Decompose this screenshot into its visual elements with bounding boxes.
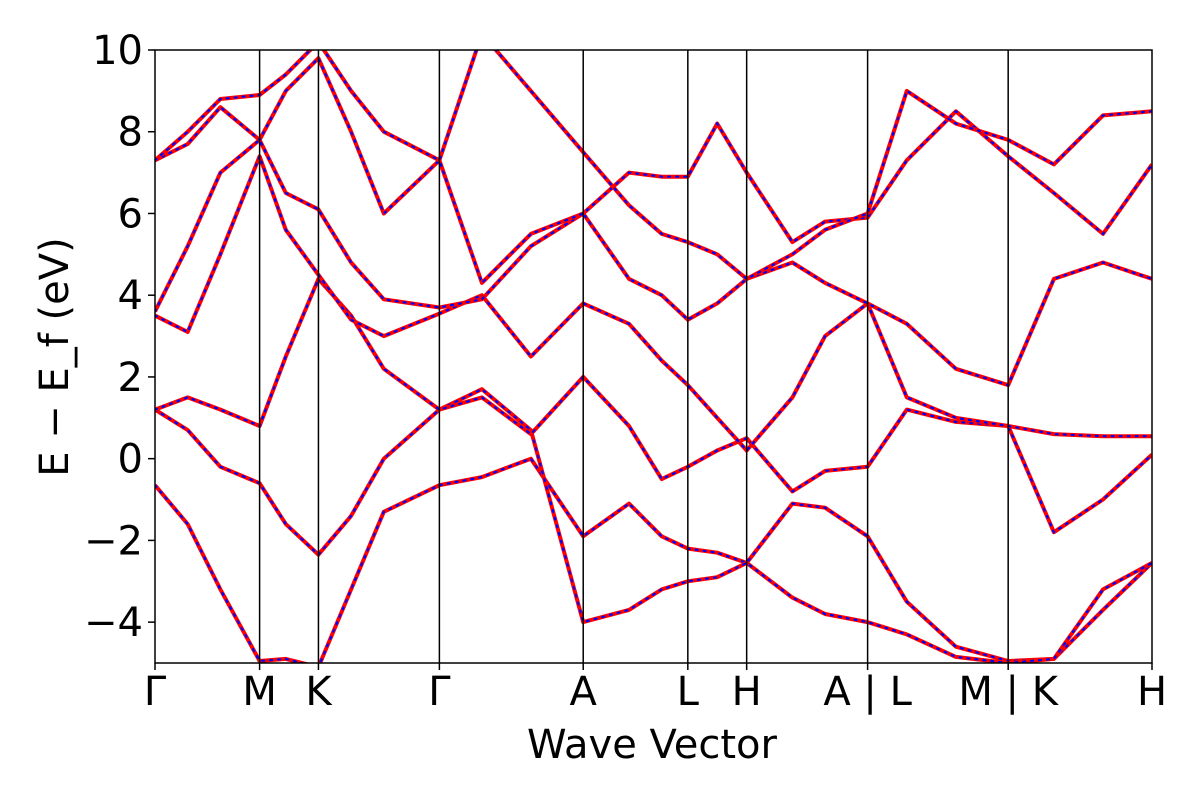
- y-axis-title: E − E_f (eV): [32, 237, 78, 476]
- x-tick-label: A: [570, 669, 598, 715]
- y-tick-label: 6: [118, 191, 143, 237]
- y-tick-label: −2: [84, 518, 143, 564]
- y-tick-label: 2: [118, 355, 143, 401]
- band-6-line: [155, 56, 1152, 285]
- plot-frame: [154, 49, 1153, 664]
- band-3-overlay: [155, 276, 1152, 534]
- band-1-line: [155, 456, 1152, 663]
- x-tick-label: H: [1137, 669, 1167, 715]
- y-tick-label: 10: [92, 28, 143, 74]
- x-tick-label: M | K: [958, 669, 1059, 715]
- x-tick-label: L: [677, 669, 700, 715]
- y-tick-label: 8: [118, 110, 143, 156]
- bands-group: [155, 50, 1152, 663]
- x-tick-label: K: [305, 669, 333, 715]
- x-tick-label: Γ: [428, 669, 451, 715]
- band-2-overlay: [155, 387, 1152, 663]
- band-3-line: [155, 276, 1152, 535]
- y-tick-label: 0: [118, 437, 143, 483]
- x-tick-label: M: [242, 669, 277, 715]
- band-6-overlay: [155, 56, 1152, 285]
- y-axis: −4 −2 0 2 4 6 8 10: [84, 28, 155, 646]
- x-tick-label: A | L: [823, 669, 912, 715]
- y-tick-label: 4: [118, 273, 143, 319]
- band-5-overlay: [155, 138, 1152, 387]
- band-1-overlay: [155, 457, 1152, 663]
- y-tick-label: −4: [84, 600, 143, 646]
- plot-area: [154, 49, 1153, 664]
- x-tick-label: Γ: [144, 669, 167, 715]
- x-axis-title: Wave Vector: [527, 722, 778, 768]
- band-4-overlay: [155, 153, 1152, 453]
- band-7-overlay: [155, 50, 1152, 281]
- x-tick-label: H: [732, 669, 762, 715]
